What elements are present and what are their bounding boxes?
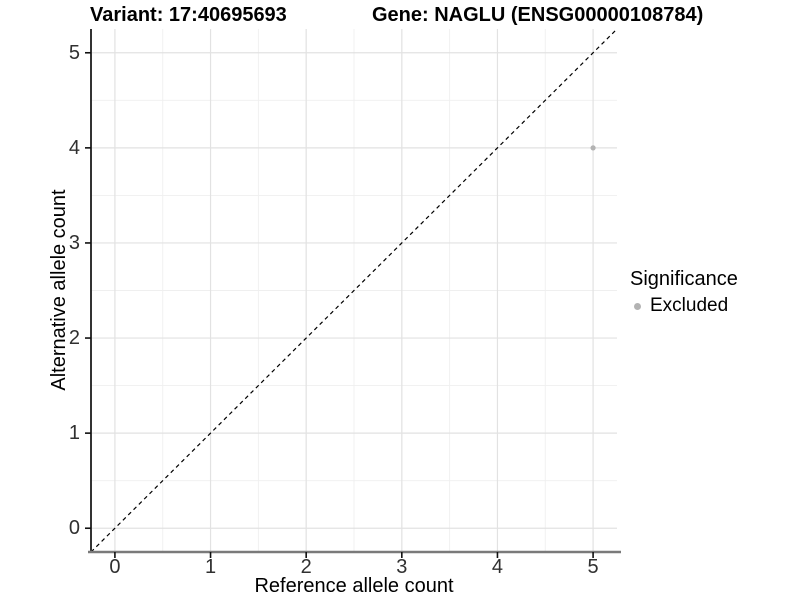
y-axis-title: Alternative allele count <box>48 189 70 391</box>
x-tick-label: 2 <box>300 556 312 578</box>
y-tick-label: 3 <box>68 231 80 254</box>
plot-title-gene: Gene: NAGLU (ENSG00000108784) <box>372 4 704 26</box>
y-tick-label: 4 <box>68 136 80 159</box>
x-tick-label: 4 <box>491 556 504 578</box>
data-point <box>590 145 596 151</box>
y-tick-label: 1 <box>68 422 80 445</box>
legend: Significance Excluded <box>630 266 738 317</box>
legend-title: Significance <box>630 268 738 290</box>
legend-key-dot-icon <box>634 302 641 310</box>
x-tick-label: 1 <box>204 556 217 578</box>
x-tick-label: 3 <box>396 556 408 578</box>
plot-title-variant: Variant: 17:40695693 <box>90 4 287 26</box>
identity-line <box>90 28 618 553</box>
legend-items: Excluded <box>630 295 738 317</box>
y-tick-label: 2 <box>68 327 80 350</box>
legend-item-label: Excluded <box>650 295 729 316</box>
panel-canvas <box>85 28 621 558</box>
x-tick-label: 5 <box>587 556 599 578</box>
x-axis-title: Reference allele count <box>254 575 454 597</box>
plot-panel <box>85 28 621 558</box>
y-tick-label: 0 <box>68 517 80 540</box>
x-tick-label: 0 <box>109 556 121 578</box>
legend-item: Excluded <box>630 295 738 317</box>
y-tick-label: 5 <box>68 41 80 64</box>
